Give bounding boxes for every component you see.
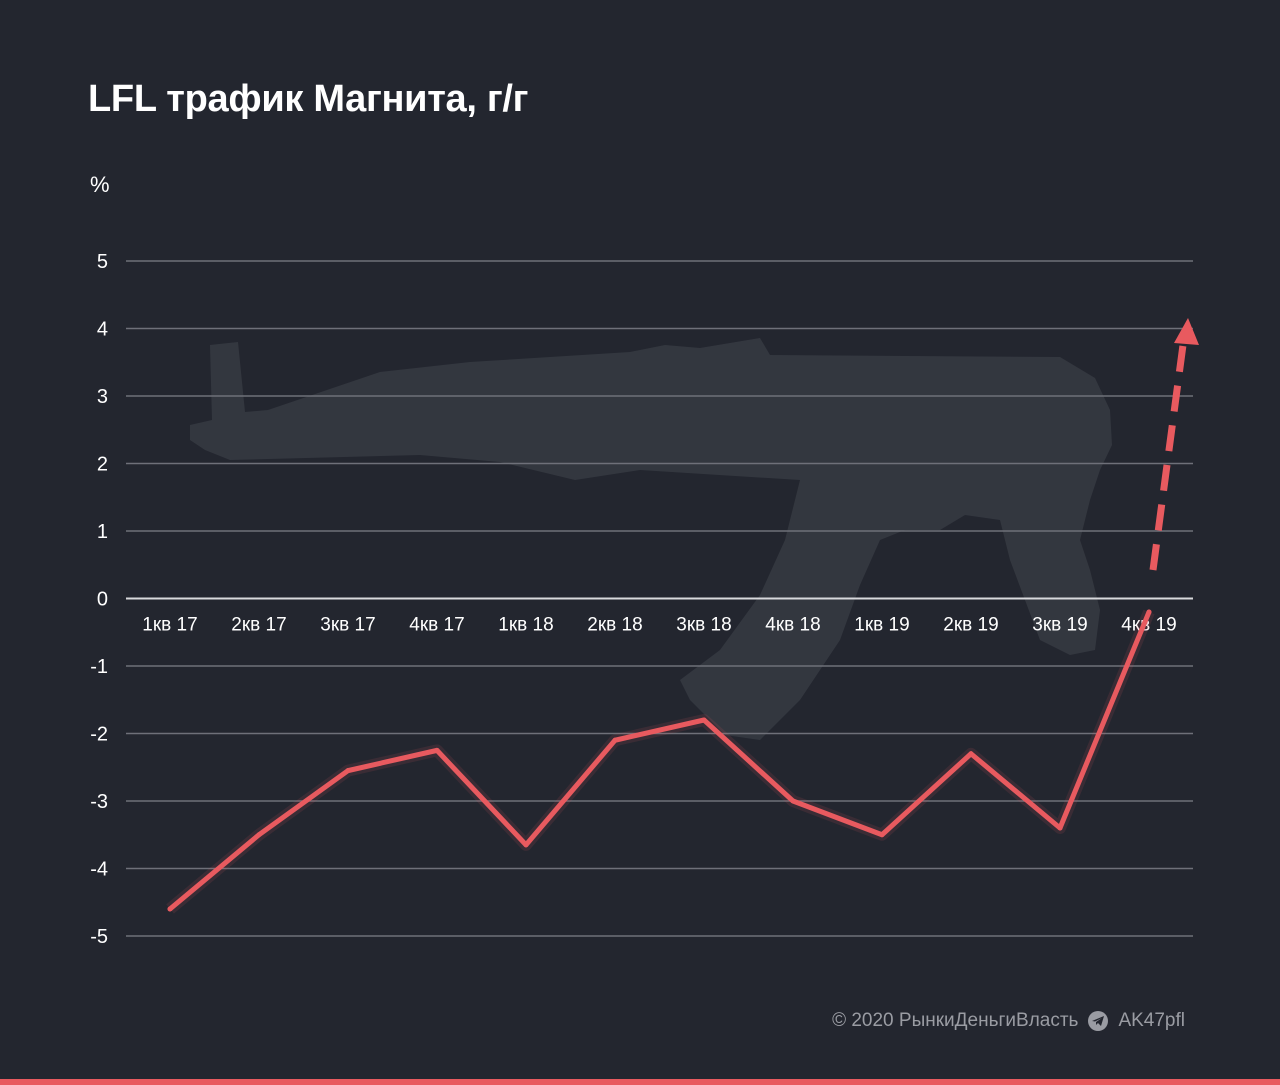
data-point bbox=[345, 768, 351, 774]
series-path bbox=[167, 609, 1152, 912]
series-glow bbox=[166, 609, 1155, 914]
y-tick-label: -3 bbox=[90, 791, 108, 813]
trend-arrow-shaft bbox=[1149, 344, 1187, 571]
x-tick-label: 3кв 19 bbox=[1032, 615, 1087, 636]
y-tick-label: 2 bbox=[97, 454, 108, 476]
x-tick-label: 2кв 18 bbox=[587, 615, 642, 636]
trend-arrow bbox=[1149, 318, 1199, 571]
data-point bbox=[256, 832, 262, 838]
data-point bbox=[701, 717, 707, 723]
x-tick-label: 1кв 19 bbox=[854, 615, 909, 636]
x-tick-label: 2кв 19 bbox=[943, 615, 998, 636]
y-tick-label: 5 bbox=[97, 251, 108, 273]
y-tick-label: 0 bbox=[97, 589, 108, 611]
data-point bbox=[1057, 825, 1063, 831]
copyright-text: © 2020 РынкиДеньгиВласть bbox=[832, 1010, 1079, 1031]
telegram-icon bbox=[1088, 1011, 1109, 1031]
x-tick-label: 3кв 17 bbox=[320, 615, 375, 636]
x-tick-label: 4кв 19 bbox=[1121, 615, 1176, 636]
x-tick-label: 3кв 18 bbox=[676, 615, 731, 636]
series-line bbox=[166, 609, 1155, 914]
y-axis-label: % bbox=[90, 172, 110, 197]
y-tick-label: 3 bbox=[97, 386, 108, 408]
channel-name: AK47pfl bbox=[1118, 1010, 1185, 1031]
x-tick-label: 2кв 17 bbox=[231, 615, 286, 636]
y-tick-label: -5 bbox=[90, 926, 108, 948]
x-tick-label: 1кв 17 bbox=[142, 615, 197, 636]
footer: © 2020 РынкиДеньгиВласть AK47pfl bbox=[832, 1010, 1185, 1032]
x-axis-ticks: 1кв 17 2кв 17 3кв 17 4кв 17 1кв 18 2кв 18 3кв … bbox=[142, 615, 1176, 636]
data-point bbox=[968, 751, 974, 757]
y-axis-ticks: 5 4 3 2 1 0 -1 -2 -3 -4 -5 bbox=[90, 251, 108, 948]
data-point bbox=[879, 832, 885, 838]
data-point bbox=[1146, 609, 1152, 615]
y-tick-label: -1 bbox=[90, 656, 108, 678]
x-tick-label: 1кв 18 bbox=[498, 615, 553, 636]
data-point bbox=[434, 747, 440, 753]
data-point bbox=[167, 906, 173, 912]
y-tick-label: 4 bbox=[97, 319, 108, 341]
chart-title: LFL трафик Магнита, г/г bbox=[88, 78, 529, 120]
y-tick-label: 1 bbox=[97, 521, 108, 543]
data-point bbox=[612, 737, 618, 743]
y-tick-label: -2 bbox=[90, 724, 108, 746]
x-tick-label: 4кв 17 bbox=[409, 615, 464, 636]
data-point bbox=[790, 798, 796, 804]
accent-bar bbox=[0, 1079, 1280, 1085]
data-point bbox=[523, 842, 529, 848]
trend-arrow-head bbox=[1174, 318, 1199, 345]
rifle-watermark bbox=[190, 338, 1112, 740]
y-tick-label: -4 bbox=[90, 859, 108, 881]
x-tick-label: 4кв 18 bbox=[765, 615, 820, 636]
